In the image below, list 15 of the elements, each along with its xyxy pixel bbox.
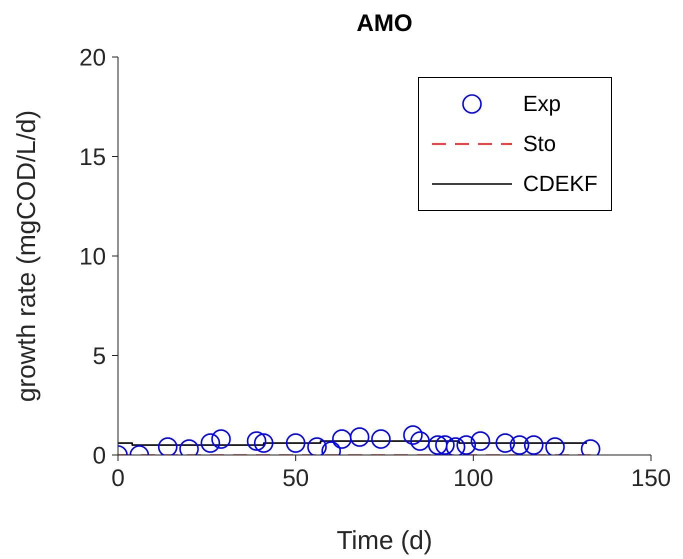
x-tick-label: 150 (630, 465, 672, 492)
x-tick-label: 100 (453, 465, 494, 492)
y-tick-label: 5 (92, 343, 106, 370)
legend-label: Exp (523, 91, 561, 117)
y-tick-label: 0 (92, 442, 106, 470)
x-axis-title: Time (d) (336, 525, 432, 555)
legend-label: CDEKF (523, 171, 598, 197)
y-tick-label: 10 (79, 244, 106, 271)
y-axis-title: growth rate (mgCOD/L/d) (11, 110, 42, 402)
legend-label: Sto (523, 131, 556, 157)
x-tick-label: 0 (111, 465, 125, 492)
x-tick-label: 50 (282, 465, 310, 492)
chart-title: AMO (356, 10, 414, 38)
y-tick-label: 20 (79, 44, 106, 72)
y-tick-label: 15 (79, 144, 106, 172)
